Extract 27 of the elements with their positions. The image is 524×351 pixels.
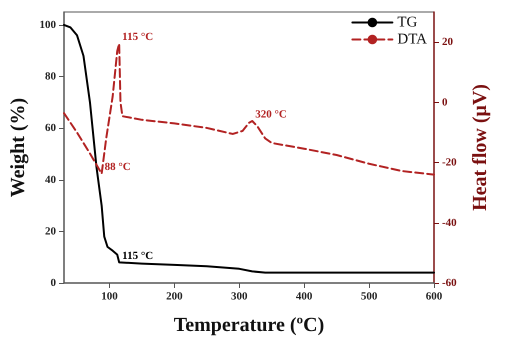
- y-tick-label: 60: [45, 122, 56, 134]
- legend-label: DTA: [397, 32, 428, 48]
- x-tick-label: 200: [166, 290, 184, 302]
- annotation: 115 °C: [122, 31, 154, 44]
- y2-tick-label: -60: [442, 277, 458, 289]
- y2-tick-label: 20: [442, 36, 454, 48]
- y-tick-label: 20: [45, 225, 56, 238]
- y-tick-label: 100: [40, 18, 56, 31]
- x-axis-title: Temperature (ºC): [174, 314, 324, 336]
- annotation: 115 °C: [122, 250, 154, 262]
- legend-label: TG: [397, 14, 418, 30]
- y-tick-label: 80: [45, 70, 56, 83]
- y2-axis-title: Heat flow (μV): [469, 84, 491, 211]
- annotation: 320 °C: [255, 108, 287, 120]
- x-tick-label: 300: [231, 290, 248, 302]
- annotation: 88 °C: [104, 161, 131, 174]
- y-tick-label: 0: [50, 277, 56, 289]
- x-tick-label: 100: [101, 290, 118, 302]
- line-series: [63, 42, 435, 176]
- y2-tick-label: 0: [442, 96, 448, 108]
- y2-tick-label: -20: [442, 156, 458, 169]
- x-tick-label: 600: [426, 290, 443, 302]
- y-axis-title: Weight (%): [7, 98, 29, 198]
- y-tick-label: 40: [45, 174, 56, 186]
- x-tick-label: 400: [296, 290, 313, 302]
- y2-tick-label: -40: [442, 216, 458, 229]
- x-tick-label: 500: [360, 290, 378, 302]
